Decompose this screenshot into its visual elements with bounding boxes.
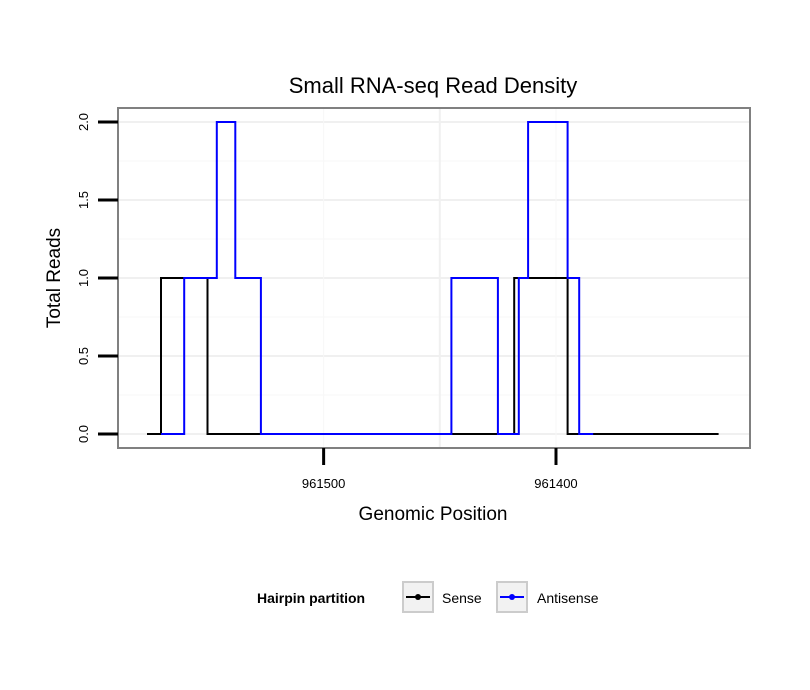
series-line-sense [147,277,719,435]
legend-point-antisense [509,594,515,600]
legend-title: Hairpin partition [257,590,365,606]
y-tick-label: 2.0 [76,113,91,131]
series-layer [147,121,719,435]
chart-title: Small RNA-seq Read Density [289,73,578,98]
legend-point-sense [415,594,421,600]
legend: Hairpin partition Sense Antisense [257,581,599,613]
y-axis: 0.0 0.5 1.0 1.5 2.0 [76,113,118,443]
x-axis: 961500 961400 [302,448,578,491]
legend-key-antisense [496,581,528,613]
y-tick-label: 1.5 [76,191,91,209]
y-tick-label: 0.5 [76,347,91,365]
series-line-antisense [161,121,594,435]
x-axis-title: Genomic Position [359,504,508,525]
legend-label-antisense: Antisense [537,590,599,606]
x-tick-label: 961500 [302,476,345,491]
legend-key-sense [402,581,434,613]
y-axis-title: Total Reads [44,228,65,328]
legend-label-sense: Sense [442,590,482,606]
x-tick-label: 961400 [534,476,577,491]
y-tick-label: 0.0 [76,425,91,443]
y-tick-label: 1.0 [76,269,91,287]
